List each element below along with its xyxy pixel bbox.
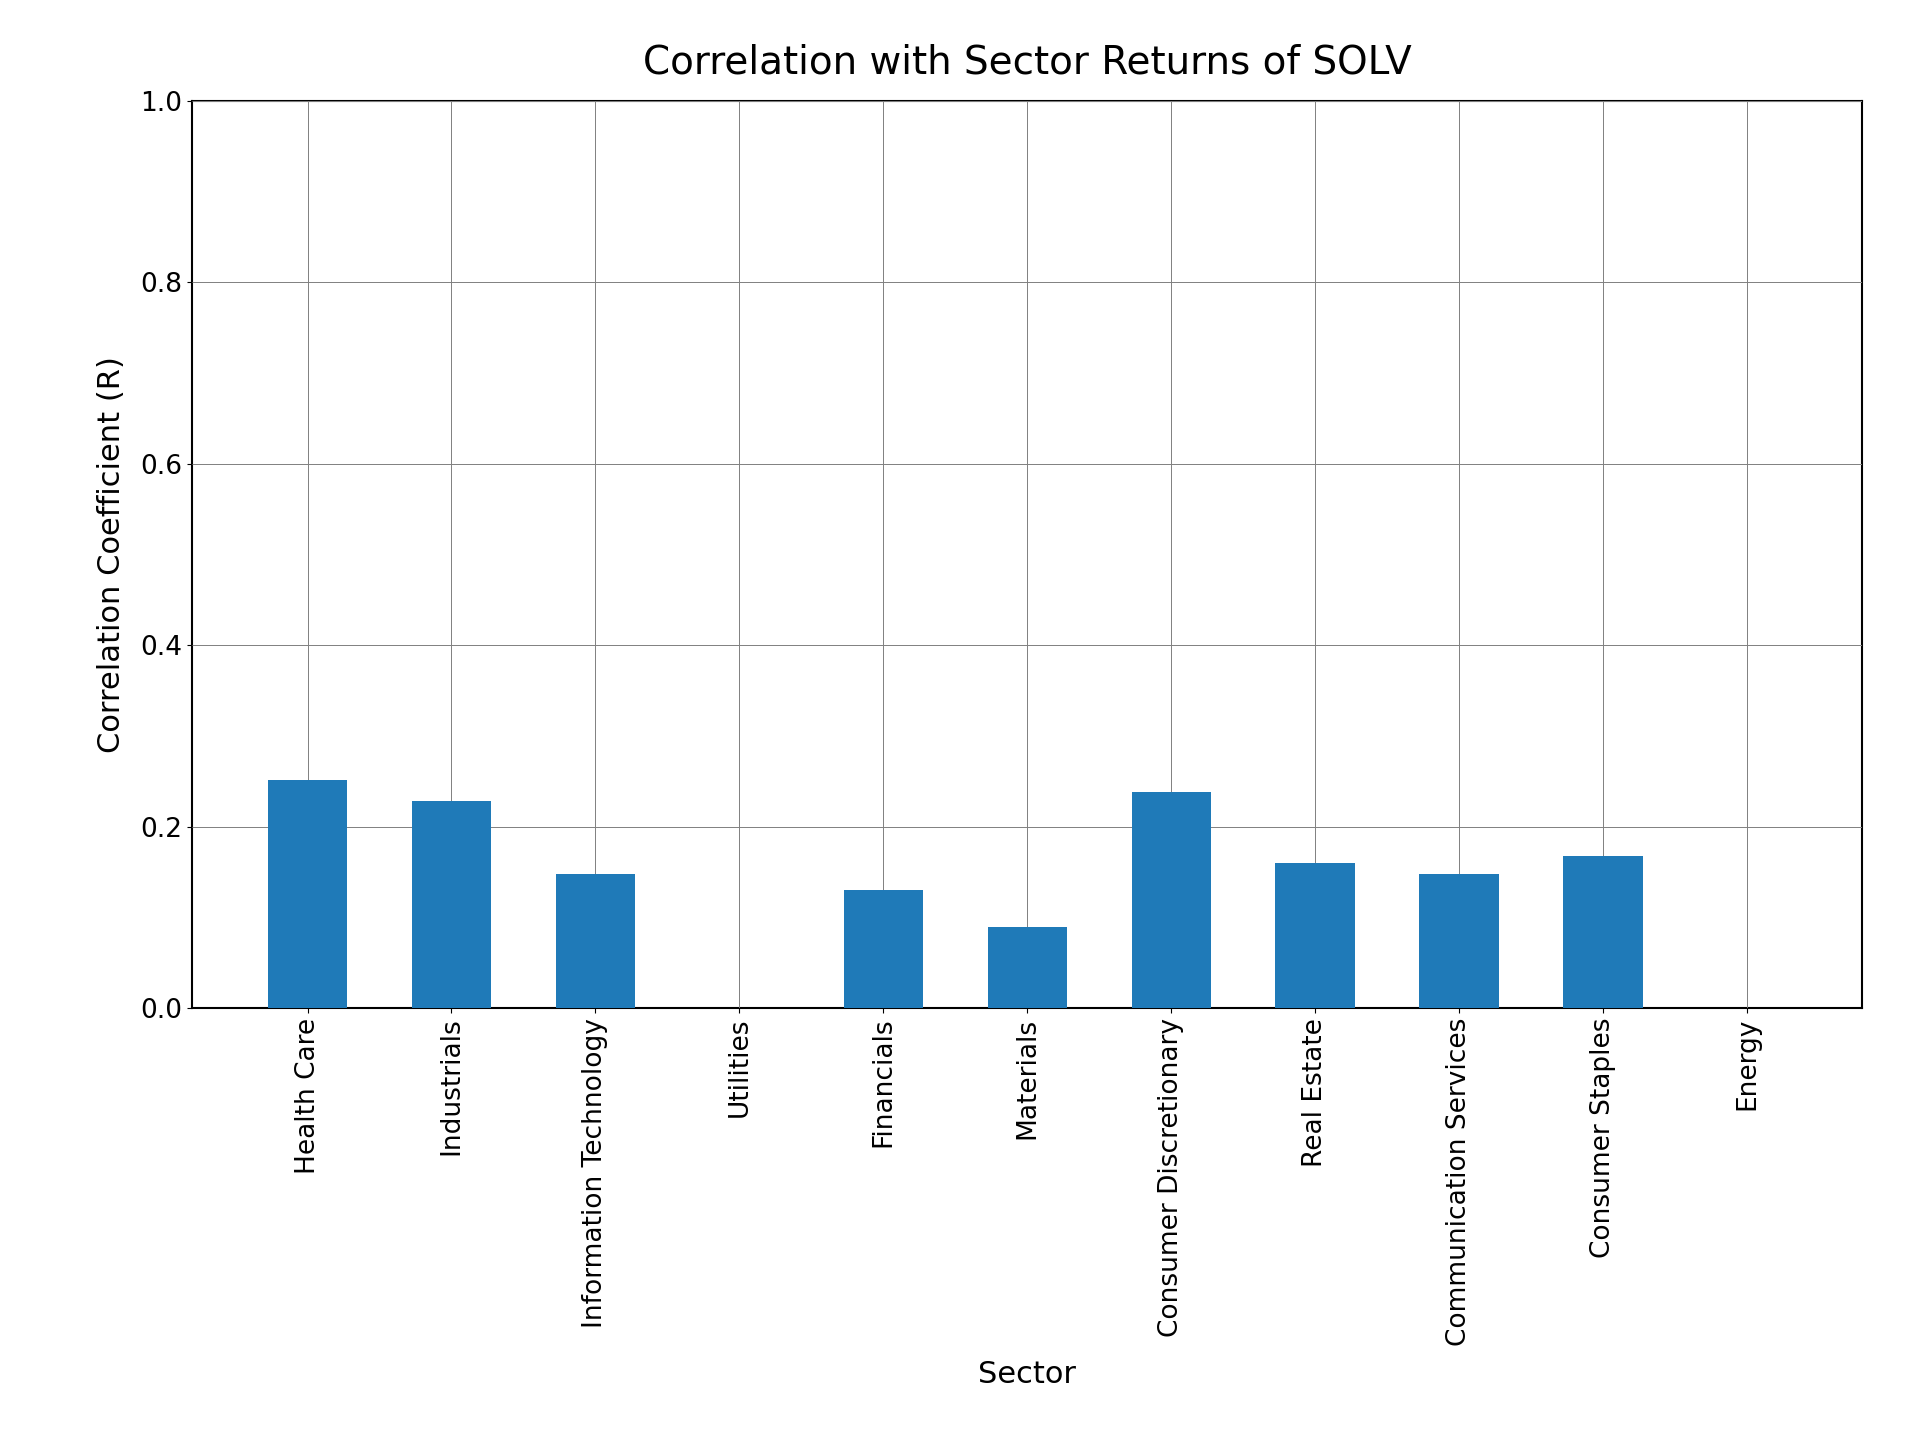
Bar bbox=[843, 890, 924, 1008]
X-axis label: Sector: Sector bbox=[977, 1359, 1077, 1390]
Bar bbox=[269, 780, 348, 1008]
Bar bbox=[1563, 855, 1642, 1008]
Bar bbox=[1275, 863, 1356, 1008]
Bar bbox=[413, 801, 492, 1008]
Y-axis label: Correlation Coefficient (R): Correlation Coefficient (R) bbox=[98, 356, 127, 753]
Title: Correlation with Sector Returns of SOLV: Correlation with Sector Returns of SOLV bbox=[643, 43, 1411, 81]
Bar bbox=[1419, 874, 1500, 1008]
Bar bbox=[1131, 792, 1212, 1008]
Bar bbox=[987, 927, 1068, 1008]
Bar bbox=[555, 874, 636, 1008]
